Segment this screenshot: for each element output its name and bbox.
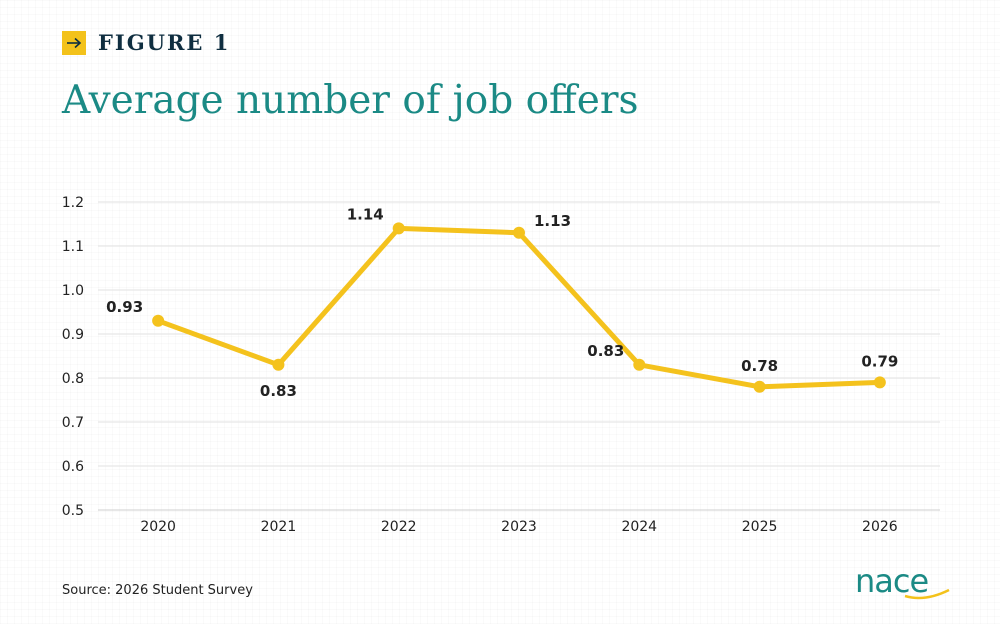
- y-tick-label: 1.2: [62, 195, 84, 211]
- data-label: 0.83: [587, 342, 624, 360]
- data-label: 0.78: [741, 357, 778, 375]
- logo-swoosh: [904, 588, 950, 600]
- data-point: [272, 358, 285, 371]
- data-point: [392, 222, 405, 235]
- x-tick-label: 2026: [862, 519, 898, 535]
- x-tick-label: 2025: [742, 519, 778, 535]
- x-axis-ticks: 2020 2021 2022 2023 2024 2025 2026: [140, 519, 897, 535]
- chart-title: Average number of job offers: [62, 78, 639, 123]
- gridlines: [98, 201, 940, 511]
- data-label: 0.93: [106, 298, 143, 316]
- data-point: [753, 380, 766, 393]
- y-tick-label: 0.5: [62, 503, 84, 519]
- y-tick-label: 0.8: [62, 371, 84, 387]
- figure-label: FIGURE 1: [62, 30, 230, 55]
- data-label: 1.14: [347, 205, 384, 223]
- nace-logo: nace: [855, 558, 955, 606]
- figure-number: FIGURE 1: [98, 30, 231, 55]
- x-tick-label: 2021: [261, 519, 297, 535]
- arrow-right-icon: [62, 30, 86, 55]
- x-tick-label: 2023: [501, 519, 537, 535]
- y-tick-label: 0.6: [62, 459, 84, 475]
- y-tick-label: 1.1: [62, 239, 84, 255]
- y-tick-label: 0.9: [62, 327, 84, 343]
- data-point: [873, 376, 886, 389]
- data-points: [152, 222, 886, 393]
- data-point: [513, 226, 525, 239]
- data-point: [633, 358, 646, 371]
- x-tick-label: 2022: [381, 519, 417, 535]
- logo-text: nace: [855, 562, 928, 600]
- x-tick-label: 2024: [621, 519, 657, 535]
- x-tick-label: 2020: [140, 519, 176, 535]
- data-label: 0.79: [861, 352, 898, 370]
- y-axis-ticks: 0.5 0.6 0.7 0.8 0.9 1.0 1.1 1.2: [62, 195, 84, 519]
- data-point: [152, 314, 165, 327]
- source-note: Source: 2026 Student Survey: [62, 583, 253, 598]
- y-tick-label: 0.7: [62, 415, 84, 431]
- data-label: 0.83: [260, 382, 297, 400]
- data-label: 1.13: [534, 212, 571, 230]
- y-tick-label: 1.0: [62, 283, 84, 299]
- data-labels: 0.93 0.83 1.14 1.13 0.83 0.78 0.79: [106, 205, 898, 399]
